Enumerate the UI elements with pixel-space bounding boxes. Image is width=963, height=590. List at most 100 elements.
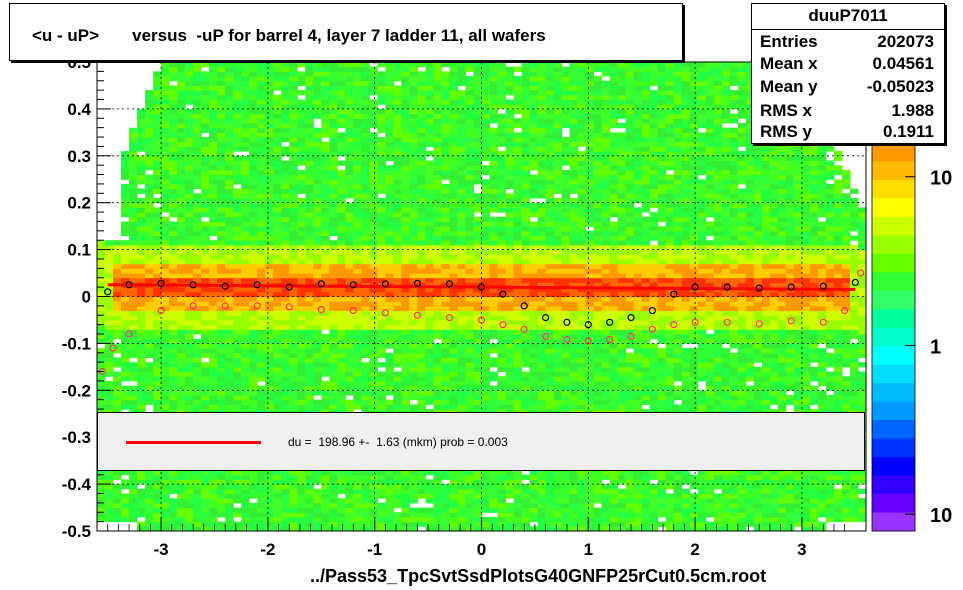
legend-text: du = 198.96 +- 1.63 (mkm) prob = 0.003 — [288, 435, 508, 449]
y-tick-label: -0.4 — [62, 475, 92, 494]
colorbar-segment — [872, 216, 915, 236]
x-tick-label: 3 — [797, 540, 806, 559]
pink-marker — [445, 314, 454, 322]
x-tick-label: -1 — [367, 540, 382, 559]
pink-marker — [840, 307, 849, 315]
pink-marker — [819, 318, 827, 326]
source-file-label: ../Pass53_TpcSvtSsdPlotsG40GNFP25rCut0.5… — [310, 566, 767, 586]
y-tick-label: 0.4 — [67, 100, 91, 119]
title-box: <u - uP> versus -uP for barrel 4, layer … — [9, 3, 683, 61]
colorbar-segment — [872, 512, 915, 532]
pink-marker — [691, 318, 699, 326]
fit-line — [107, 283, 856, 291]
x-tick-label: 0 — [477, 540, 486, 559]
stats-label: RMS x — [760, 101, 812, 120]
pink-marker — [520, 325, 528, 333]
black-marker — [819, 282, 827, 290]
black-marker — [851, 278, 859, 286]
black-marker — [221, 282, 229, 290]
stats-value: 0.1911 — [882, 122, 934, 141]
colorbar-segment — [872, 494, 915, 513]
colorbar-label: 10 — [930, 168, 952, 190]
black-marker — [787, 283, 795, 291]
stats-value: -0.05023 — [866, 77, 934, 96]
colorbar-segment — [872, 438, 915, 458]
pink-marker — [285, 303, 293, 311]
colorbar-label: 1 — [930, 336, 941, 358]
black-marker — [317, 280, 325, 288]
pink-marker — [317, 306, 325, 314]
colorbar-segment — [872, 253, 915, 273]
colorbar-segment — [872, 235, 915, 255]
y-tick-label: 0.1 — [67, 241, 91, 260]
legend-line-swatch — [126, 441, 261, 444]
black-marker — [477, 283, 486, 291]
black-marker — [691, 283, 699, 291]
colorbar-segment — [872, 364, 915, 384]
pink-marker — [857, 269, 865, 277]
black-marker — [125, 281, 133, 289]
y-tick-label: 0 — [82, 288, 91, 307]
black-marker — [648, 307, 657, 315]
x-tick-label: -2 — [260, 540, 275, 559]
pink-marker — [755, 320, 763, 328]
colorbar-segment — [872, 161, 915, 181]
stats-label: Mean x — [760, 54, 818, 73]
pink-marker — [627, 332, 635, 340]
colorbar-segment — [872, 143, 915, 162]
stats-box: duuP7011 Entries 202073 Mean x 0.04561 M… — [751, 3, 945, 144]
colorbar-segment — [872, 475, 915, 495]
y-tick-label: -0.5 — [62, 522, 91, 541]
black-marker — [445, 280, 454, 288]
black-marker — [520, 302, 528, 310]
fit-legend: du = 198.96 +- 1.63 (mkm) prob = 0.003 — [97, 412, 865, 471]
y-tick-label: -0.3 — [62, 428, 91, 447]
black-marker — [627, 314, 635, 322]
colorbar-segment — [872, 457, 915, 477]
colorbar-segment — [872, 346, 915, 366]
pink-marker — [787, 317, 795, 325]
pink-marker — [189, 302, 197, 310]
pink-marker — [606, 336, 614, 344]
colorbar-label: 10 — [930, 505, 952, 527]
x-tick-label: -3 — [154, 540, 169, 559]
colorbar-segment — [872, 290, 915, 310]
colorbar-segment — [872, 180, 915, 199]
pink-marker — [499, 321, 507, 329]
black-marker — [563, 318, 571, 326]
pink-marker — [584, 337, 592, 345]
colorbar-segment — [872, 420, 915, 440]
pink-marker — [349, 307, 357, 315]
pink-marker — [253, 302, 261, 310]
pink-marker — [109, 344, 117, 352]
colorbar-segment — [872, 198, 915, 218]
black-marker — [349, 281, 357, 289]
pink-marker — [563, 336, 571, 344]
black-marker — [670, 290, 678, 298]
y-tick-label: -0.1 — [62, 334, 91, 353]
black-marker — [381, 280, 389, 288]
black-marker — [541, 314, 550, 322]
pink-marker — [670, 321, 678, 329]
black-marker — [253, 281, 261, 289]
black-marker — [413, 279, 421, 287]
black-marker — [755, 284, 763, 292]
pink-marker — [125, 330, 133, 338]
pink-marker — [413, 311, 421, 319]
black-marker — [584, 321, 592, 329]
stats-value: 1.988 — [891, 101, 934, 120]
black-marker — [606, 318, 614, 326]
x-tick-label: 1 — [584, 540, 593, 559]
colorbar-segment — [872, 272, 915, 292]
chart-title: <u - uP> versus -uP for barrel 4, layer … — [32, 26, 546, 45]
stats-name: duuP7011 — [808, 6, 888, 25]
pink-marker — [157, 307, 165, 315]
y-tick-label: -0.2 — [62, 381, 91, 400]
pink-marker — [221, 302, 229, 310]
stats-divider — [752, 29, 944, 30]
stats-label: RMS y — [760, 122, 812, 141]
black-marker — [285, 283, 293, 291]
colorbar-segment — [872, 401, 915, 421]
black-marker — [104, 288, 112, 296]
x-tick-label: 2 — [690, 540, 699, 559]
